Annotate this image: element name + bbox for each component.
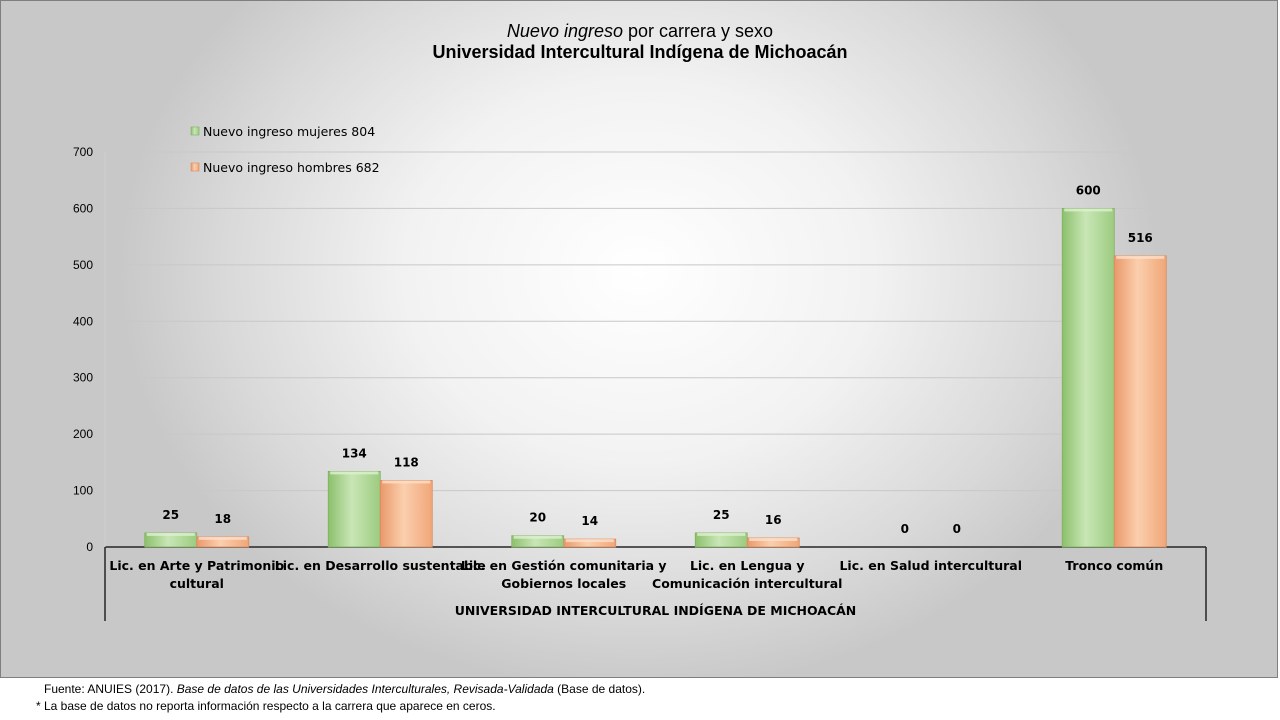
category-label: Tronco común <box>1065 558 1163 573</box>
legend-label: Nuevo ingreso hombres 682 <box>203 160 380 175</box>
bar-mujeres <box>327 470 381 548</box>
gridlines <box>105 151 1206 492</box>
bar-top-highlight <box>1064 208 1113 212</box>
data-label: 118 <box>394 455 419 469</box>
y-tick-label: 500 <box>73 258 93 272</box>
data-labels: 25 134 20 25 0 600 18 118 14 16 0 516 <box>162 183 1152 536</box>
data-label: 16 <box>765 513 782 527</box>
y-tick-label: 700 <box>73 145 93 159</box>
y-tick-label: 400 <box>73 314 93 328</box>
data-label: 14 <box>581 514 598 528</box>
bar-top-highlight <box>382 480 431 484</box>
chart-title-rest: por carrera y sexo <box>623 21 773 41</box>
y-tick-label: 100 <box>73 484 93 498</box>
bar-top-highlight <box>749 537 798 541</box>
legend-swatch <box>190 162 200 172</box>
bar-top-highlight <box>198 536 247 540</box>
category-label: Lic. en Desarrollo sustentable <box>275 558 486 573</box>
y-tick-label: 200 <box>73 427 93 441</box>
data-label: 600 <box>1076 183 1101 197</box>
bar-top-highlight <box>330 471 379 475</box>
legend-swatch <box>190 126 200 136</box>
bar-chart: Nuevo ingreso por carrera y sexo Univers… <box>73 21 1207 621</box>
category-label: Lic. en Salud intercultural <box>839 558 1022 573</box>
group-label: UNIVERSIDAD INTERCULTURAL INDÍGENA DE MI… <box>455 603 857 618</box>
data-label: 134 <box>342 446 367 460</box>
category-label: Lic. en Lengua y <box>690 558 805 573</box>
data-label: 0 <box>901 522 909 536</box>
source-title: Base de datos de las Universidades Inter… <box>176 682 554 696</box>
data-label: 20 <box>529 511 546 525</box>
footer: Fuente: ANUIES (2017). Base de datos de … <box>0 681 1280 715</box>
data-label: 516 <box>1128 231 1153 245</box>
data-label: 0 <box>953 522 961 536</box>
chart-title: Nuevo ingreso por carrera y sexo <box>507 21 773 41</box>
category-label: cultural <box>170 576 224 591</box>
y-tick-label: 600 <box>73 201 93 215</box>
bar-top-highlight <box>146 532 195 536</box>
bar-top-highlight <box>697 532 746 536</box>
category-label: Comunicación intercultural <box>652 576 842 591</box>
category-label: Lic. en Arte y Patrimonio <box>109 558 284 573</box>
source-suffix: (Base de datos). <box>553 682 646 696</box>
chart-subtitle: Universidad Intercultural Indígena de Mi… <box>432 42 847 62</box>
y-tick-label: 0 <box>86 540 93 554</box>
bars <box>144 208 1167 548</box>
x-axis: Lic. en Arte y Patrimonio cultural Lic. en… <box>104 547 1207 621</box>
legend: Nuevo ingreso mujeres 804 Nuevo ingreso h… <box>190 124 380 175</box>
bar-top-highlight <box>565 539 614 543</box>
data-label: 25 <box>162 508 179 522</box>
bar-mujeres <box>1061 208 1115 548</box>
data-note: * La base de datos no reporta informació… <box>36 699 496 713</box>
source-note: Fuente: ANUIES (2017). Base de datos de … <box>0 681 1280 698</box>
source-prefix: Fuente: ANUIES (2017). <box>44 682 177 696</box>
chart-title-italic: Nuevo ingreso <box>507 21 623 41</box>
category-label: Gobiernos locales <box>501 576 626 591</box>
category-label: Lic. en Gestión comunitaria y <box>461 558 667 573</box>
bar-hombres <box>379 480 433 548</box>
legend-label: Nuevo ingreso mujeres 804 <box>203 124 375 139</box>
bar-top-highlight <box>513 535 562 539</box>
y-tick-label: 300 <box>73 371 93 385</box>
data-label: 25 <box>713 508 730 522</box>
bar-top-highlight <box>1116 255 1165 259</box>
bar-hombres <box>1113 255 1167 548</box>
data-label: 18 <box>214 512 231 526</box>
